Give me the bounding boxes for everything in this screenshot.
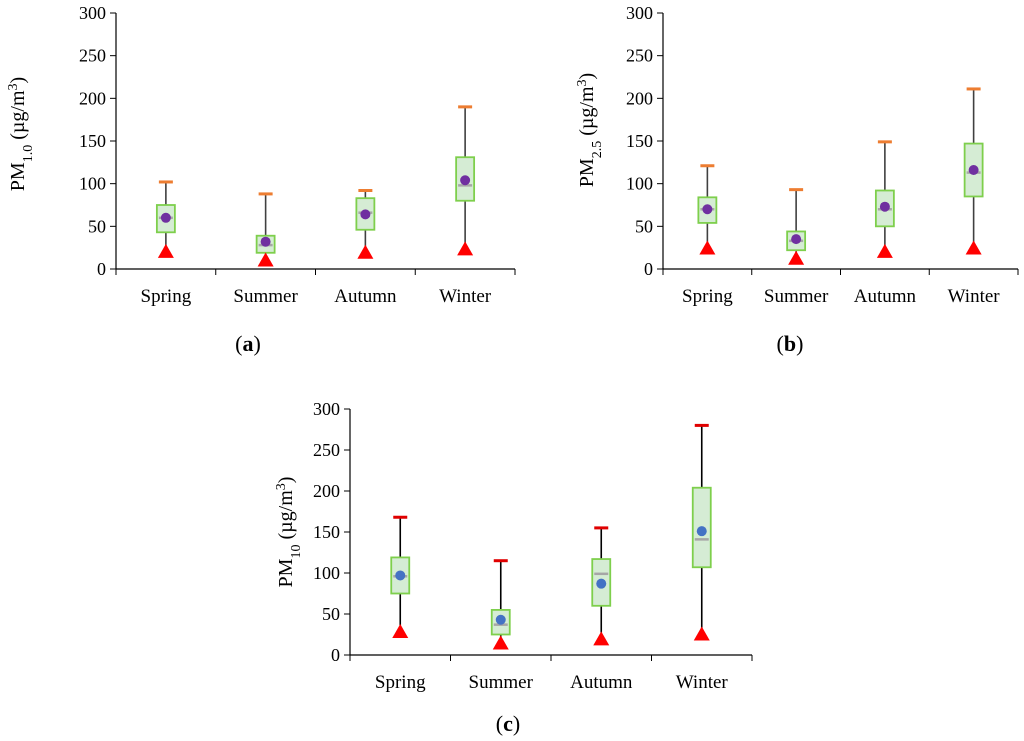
min-marker-c-spring bbox=[392, 624, 409, 639]
x-tick-label-a-summer: Summer bbox=[233, 286, 298, 307]
mean-point-b-winter bbox=[968, 165, 979, 176]
x-tick-label-b-spring: Spring bbox=[682, 286, 733, 307]
x-tick-label-b-autumn: Autumn bbox=[854, 286, 917, 307]
y-axis-label-c: PM10 (µg/m3) bbox=[274, 477, 304, 588]
y-tick-label-a: 0 bbox=[97, 259, 106, 279]
min-marker-c-autumn bbox=[593, 631, 610, 646]
y-tick-label-b: 100 bbox=[626, 174, 653, 194]
y-tick-label-a: 50 bbox=[88, 216, 106, 236]
x-tick-label-a-spring: Spring bbox=[141, 286, 192, 307]
y-tick-label-c: 100 bbox=[313, 563, 340, 583]
y-tick-label-a: 250 bbox=[79, 46, 106, 66]
mean-point-b-summer bbox=[791, 234, 802, 245]
y-tick-label-b: 150 bbox=[626, 131, 653, 151]
x-tick-label-b-winter: Winter bbox=[948, 286, 1001, 307]
y-tick-label-b: 300 bbox=[626, 3, 653, 23]
y-tick-label-c: 300 bbox=[313, 399, 340, 419]
y-axis-label-b: PM2.5 (µg/m3) bbox=[575, 73, 605, 187]
min-marker-a-summer bbox=[257, 252, 274, 267]
x-tick-label-b-summer: Summer bbox=[764, 286, 829, 307]
mean-point-b-spring bbox=[702, 204, 713, 215]
mean-point-b-autumn bbox=[879, 201, 890, 212]
y-tick-label-a: 150 bbox=[79, 131, 106, 151]
y-tick-label-b: 50 bbox=[635, 216, 653, 236]
y-tick-label-a: 200 bbox=[79, 88, 106, 108]
mean-point-c-summer bbox=[495, 614, 506, 625]
y-tick-label-a: 300 bbox=[79, 3, 106, 23]
mean-point-c-winter bbox=[696, 526, 707, 537]
panel-label-a: (a) bbox=[235, 331, 261, 356]
min-marker-b-autumn bbox=[876, 243, 893, 258]
mean-point-c-spring bbox=[395, 570, 406, 581]
y-tick-label-c: 150 bbox=[313, 522, 340, 542]
y-tick-label-a: 100 bbox=[79, 174, 106, 194]
min-marker-a-winter bbox=[457, 241, 474, 256]
x-tick-label-a-autumn: Autumn bbox=[334, 286, 397, 307]
chart-panel-c: PM10 (µg/m3) 0 50 100 150 200 250 300 Spring Sum… bbox=[274, 399, 753, 736]
y-tick-label-c: 200 bbox=[313, 481, 340, 501]
chart-panel-b: PM2.5 (µg/m3) 0 50 100 150 200 250 300 Spring Su… bbox=[575, 3, 1019, 356]
y-tick-label-b: 0 bbox=[644, 259, 653, 279]
y-tick-label-b: 200 bbox=[626, 88, 653, 108]
chart-panel-a: PM1.0 (µg/m3) 0 50 100 150 200 250 300 Spring Su… bbox=[6, 3, 516, 356]
x-tick-label-c-spring: Spring bbox=[375, 672, 426, 693]
y-axis-label-a: PM1.0 (µg/m3) bbox=[6, 77, 36, 191]
x-tick-label-c-winter: Winter bbox=[676, 672, 729, 693]
min-marker-a-autumn bbox=[357, 244, 374, 259]
min-marker-b-spring bbox=[699, 240, 716, 255]
min-marker-a-spring bbox=[157, 243, 174, 258]
mean-point-a-spring bbox=[160, 212, 171, 223]
x-tick-label-a-winter: Winter bbox=[439, 286, 492, 307]
mean-point-a-winter bbox=[460, 175, 471, 186]
mean-point-a-autumn bbox=[360, 209, 371, 220]
min-marker-b-winter bbox=[965, 240, 982, 255]
y-tick-label-c: 250 bbox=[313, 440, 340, 460]
x-tick-label-c-autumn: Autumn bbox=[570, 672, 633, 693]
y-tick-label-c: 50 bbox=[322, 604, 340, 624]
min-marker-c-summer bbox=[492, 635, 509, 650]
y-tick-label-c: 0 bbox=[331, 645, 340, 665]
mean-point-c-autumn bbox=[596, 578, 607, 589]
min-marker-c-winter bbox=[693, 626, 710, 641]
mean-point-a-summer bbox=[260, 236, 271, 247]
y-tick-label-b: 250 bbox=[626, 46, 653, 66]
plot-area-b: 0 50 100 150 200 250 300 Spring Summer Autumn Wint… bbox=[626, 3, 1019, 307]
plot-area-c: 0 50 100 150 200 250 300 Spring Summer Autumn Wint… bbox=[313, 399, 753, 693]
x-tick-label-c-summer: Summer bbox=[469, 672, 534, 693]
plot-area-a: 0 50 100 150 200 250 300 Spring Summer Autumn Wint… bbox=[79, 3, 516, 307]
min-marker-b-summer bbox=[788, 250, 805, 265]
panel-label-c: (c) bbox=[496, 711, 520, 736]
panel-label-b: (b) bbox=[777, 331, 804, 356]
